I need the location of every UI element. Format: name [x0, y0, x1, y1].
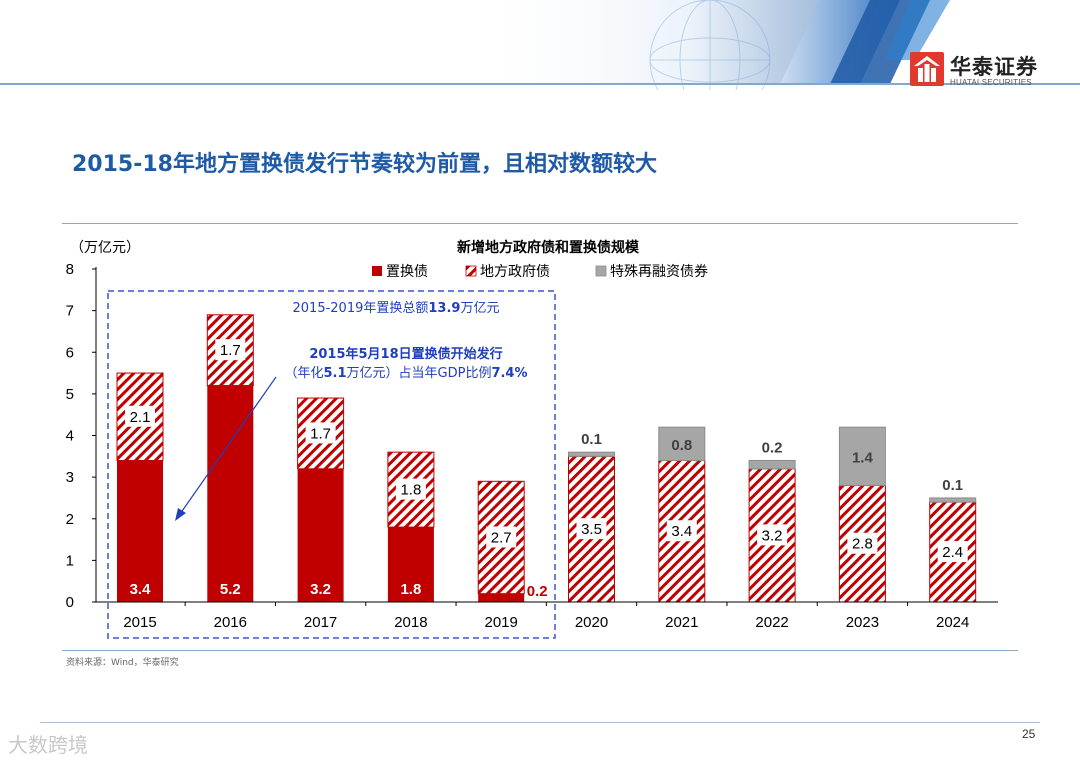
x-tick-label: 2017 [304, 614, 337, 631]
data-label-bg [395, 478, 426, 500]
data-label-local-govt: 2.1 [130, 409, 151, 426]
legend-swatch-solid-red [372, 266, 382, 276]
annotation-arrow-head [175, 508, 186, 521]
data-label-special-refi: 1.4 [852, 449, 874, 466]
x-tick-label: 2023 [846, 614, 879, 631]
data-label-bg [666, 520, 697, 542]
data-label-special-refi: 0.8 [671, 437, 692, 454]
data-label-replacement: 1.8 [400, 581, 421, 598]
data-label-replacement: 3.2 [310, 581, 331, 598]
annotation-total: 2015-2019年置换总额13.9万亿元 [293, 301, 500, 316]
annotation-arrow-line [179, 376, 277, 515]
watermark: 大数跨境 [8, 733, 88, 757]
legend-swatch-gray [595, 265, 607, 277]
x-tick-label: 2024 [936, 614, 969, 631]
page-title: 2015-18年地方置换债发行节奏较为前置，且相对数额较大 [72, 152, 657, 177]
bar-gray-2023 [838, 426, 886, 486]
bar-solid-red-2019 [478, 593, 525, 602]
data-label-local-govt: 3.5 [581, 521, 602, 538]
x-tick-label: 2021 [665, 614, 698, 631]
data-label-replacement: 5.2 [220, 581, 241, 598]
logo-name-en: HUATAI SECURITIES [950, 78, 1032, 87]
y-tick-label: 2 [66, 511, 74, 528]
bar-gray-2021 [658, 426, 706, 461]
x-tick-label: 2022 [755, 614, 788, 631]
header-banner [0, 0, 1080, 90]
annotation-gdp-part: 7.4% [491, 366, 527, 381]
y-unit-label: （万亿元） [70, 240, 140, 256]
y-tick-label: 4 [66, 428, 74, 445]
bar-solid-red-2016 [207, 385, 254, 602]
data-label-local-govt: 2.8 [852, 536, 873, 553]
x-tick-label: 2018 [394, 614, 427, 631]
page-number: 25 [1022, 727, 1036, 741]
data-label-special-refi: 0.1 [581, 431, 602, 448]
chart-bottom-rule [62, 650, 1018, 651]
data-label-replacement: 0.2 [527, 583, 548, 600]
annotation-total-part: 13.9 [428, 301, 460, 316]
legend-swatch-hatched-red [465, 265, 477, 277]
bar-chart: 0 1 2 3 4 5 6 7 8 2015 2016 2017 2018 2019 2020 2021 202… [66, 239, 998, 639]
y-tick-label: 5 [66, 386, 74, 403]
data-label-local-govt: 1.7 [310, 425, 331, 442]
y-tick-label: 6 [66, 344, 74, 361]
bar-solid-red-2018 [387, 527, 434, 602]
logo-name-cn: 华泰证券 [950, 55, 1038, 79]
annotation-gdp-part: （年化 [284, 366, 323, 381]
data-label-bg [757, 524, 788, 546]
data-label-local-govt: 2.7 [491, 529, 512, 546]
highlight-dashed-box [107, 290, 556, 639]
data-label-bg [305, 422, 336, 444]
data-label-local-govt: 3.4 [671, 523, 692, 540]
y-tick-label: 3 [66, 469, 74, 486]
legend-label-hatched-red: 地方政府债 [480, 264, 550, 280]
legend-label-solid-red: 置换债 [386, 263, 428, 280]
x-tick-label: 2019 [485, 614, 518, 631]
annotation-gdp-ratio: （年化5.1万亿元）占当年GDP比例7.4% [284, 366, 527, 381]
y-tick-label: 7 [66, 303, 74, 320]
x-tick-label: 2020 [575, 614, 608, 631]
huatai-logo: 华泰证券 HUATAI SECURITIES [910, 50, 1060, 90]
y-tick-label: 0 [66, 594, 74, 611]
legend-label-gray: 特殊再融资债券 [610, 264, 708, 280]
huatai-logo-icon [910, 52, 944, 86]
footer-rule [40, 722, 1040, 723]
chart-title: 新增地方政府债和置换债规模 [457, 239, 640, 256]
annotation-total-part: 2015-2019年置换总额 [293, 301, 429, 316]
data-label-bg [937, 541, 968, 563]
annotation-gdp-part: 万亿元）占当年GDP比例 [347, 366, 492, 381]
globe-graphic [649, 0, 771, 90]
data-label-local-govt: 1.7 [220, 342, 241, 359]
data-label-local-govt: 2.4 [942, 544, 963, 561]
x-tick-label: 2016 [214, 614, 247, 631]
data-label-bg [125, 405, 155, 427]
chart-top-rule [62, 223, 1018, 224]
bar-gray-2020 [568, 451, 615, 457]
source-note: 资料来源：Wind，华泰研究 [66, 658, 179, 668]
data-label-special-refi: 0.1 [942, 477, 963, 494]
data-label-special-refi: 0.2 [762, 439, 783, 456]
data-label-replacement: 3.4 [130, 581, 152, 598]
annotation-total-part: 万亿元 [460, 301, 499, 316]
data-label-bg [215, 339, 246, 361]
y-tick-label: 1 [66, 552, 74, 569]
x-tick-label: 2015 [123, 614, 156, 631]
bar-solid-red-2015 [117, 460, 163, 602]
data-label-local-govt: 3.2 [762, 527, 783, 544]
data-label-local-govt: 1.8 [400, 482, 421, 499]
data-label-bg [486, 526, 517, 548]
annotation-gdp-part: 5.1 [323, 366, 346, 381]
y-tick-label: 8 [66, 261, 74, 278]
data-label-bg [847, 532, 878, 554]
bar-solid-red-2017 [297, 468, 344, 602]
bar-gray-2022 [748, 459, 796, 470]
bar-gray-2024 [929, 497, 977, 503]
annotation-start-date: 2015年5月18日置换债开始发行 [309, 346, 502, 362]
data-label-bg [576, 518, 607, 540]
